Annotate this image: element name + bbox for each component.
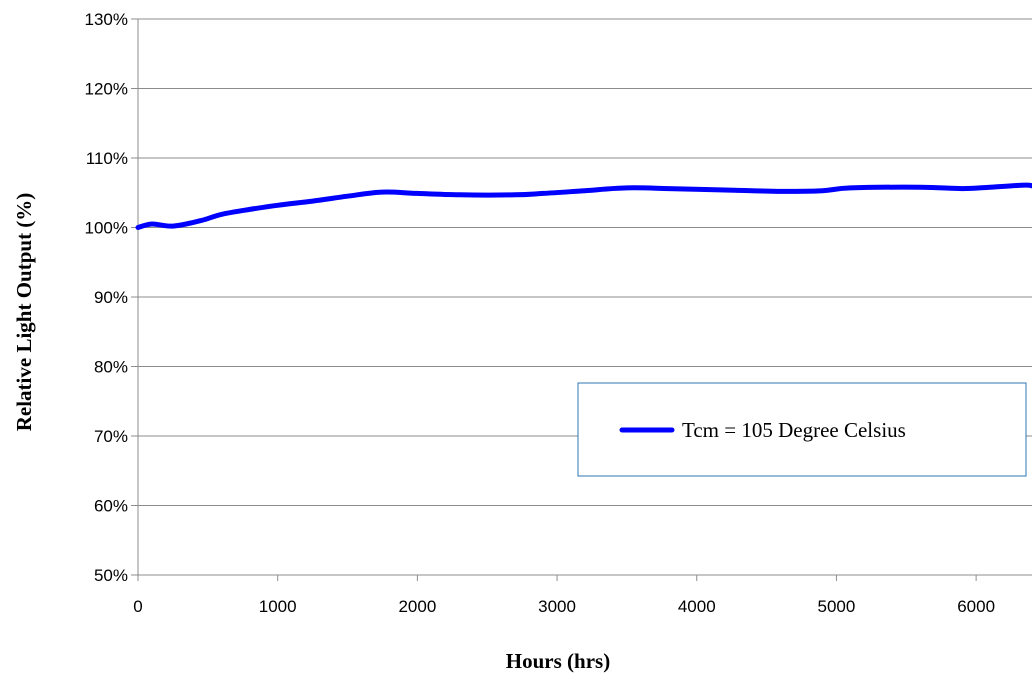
y-tick-label: 90% [94,288,128,307]
y-tick-label: 60% [94,497,128,516]
y-tick-label: 120% [85,80,128,99]
y-tick-labels: 50% 60% 70% 80% 90% 100% 110% 120% 130% [85,10,128,585]
x-tick-label: 3000 [538,597,576,616]
x-tick-label: 5000 [818,597,856,616]
x-tick-label: 4000 [678,597,716,616]
y-tick-label: 130% [85,10,128,29]
axes [131,18,977,581]
x-tick-label: 6000 [957,597,995,616]
y-axis-title: Relative Light Output (%) [12,193,36,432]
legend: Tcm = 105 Degree Celsius [577,382,1027,477]
x-tick-labels: 0 1000 2000 3000 4000 5000 6000 [133,597,995,616]
y-tick-label: 110% [86,149,128,168]
gridlines [138,18,1032,576]
x-tick-label: 2000 [398,597,436,616]
y-tick-label: 80% [94,358,128,377]
series-line-0 [135,182,1032,230]
x-axis-title: Hours (hrs) [506,649,610,673]
series-lines [135,182,1032,230]
legend-label: Tcm = 105 Degree Celsius [682,418,906,442]
y-tick-label: 100% [85,219,128,238]
y-tick-label: 70% [94,427,128,446]
x-tick-label: 0 [133,597,142,616]
x-tick-label: 1000 [259,597,297,616]
y-tick-label: 50% [94,566,128,585]
